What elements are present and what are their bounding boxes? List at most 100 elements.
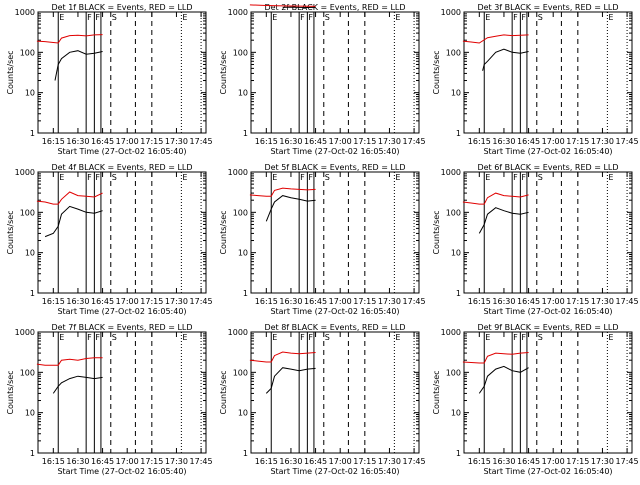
y-tick-label: 10 (451, 249, 461, 258)
interval-marker-label: F (300, 173, 305, 182)
x-tick-label: 17:00 (329, 297, 352, 306)
x-axis-title: Start Time (27-Oct-02 16:05:40) (270, 147, 399, 156)
x-tick-label: 17:30 (591, 137, 614, 146)
x-tick-label: 17:45 (616, 457, 639, 466)
x-tick-label: 17:15 (353, 457, 376, 466)
y-axis-title: Counts/sec (219, 50, 228, 94)
interval-marker-label: E (59, 173, 64, 182)
y-tick-label: 10 (238, 409, 248, 418)
x-tick-label: 17:15 (566, 297, 589, 306)
chart-title: Det 6f BLACK = Events, RED = LLD (477, 163, 618, 172)
y-tick-label: 10 (238, 89, 248, 98)
x-tick-label: 17:00 (116, 297, 139, 306)
y-tick-label: 100 (446, 48, 461, 57)
x-tick-label: 17:15 (566, 137, 589, 146)
y-tick-label: 100 (233, 48, 248, 57)
x-tick-label: 16:15 (255, 297, 278, 306)
x-tick-label: 16:15 (468, 137, 491, 146)
x-axis-title: Start Time (27-Oct-02 16:05:40) (270, 307, 399, 316)
y-tick-label: 10 (451, 89, 461, 98)
x-axis-title: Start Time (27-Oct-02 16:05:40) (57, 467, 186, 476)
y-tick-label: 1000 (441, 328, 461, 337)
x-tick-label: 16:15 (468, 457, 491, 466)
interval-marker-label: F (521, 13, 526, 22)
chart-title: Det 8f BLACK = Events, RED = LLD (264, 323, 405, 332)
x-tick-label: 16:15 (468, 297, 491, 306)
y-tick-label: 10 (238, 249, 248, 258)
y-tick-label: 10 (25, 249, 35, 258)
chart-title: Det 7f BLACK = Events, RED = LLD (51, 323, 192, 332)
y-tick-label: 100 (20, 48, 35, 57)
x-tick-label: 17:15 (140, 457, 163, 466)
x-tick-label: 17:30 (165, 137, 188, 146)
events-series-line (479, 366, 528, 393)
y-tick-label: 1 (30, 129, 35, 138)
events-series-line (53, 376, 102, 393)
x-tick-label: 17:00 (542, 457, 565, 466)
x-tick-label: 16:30 (66, 137, 89, 146)
interval-marker-label: F (95, 13, 100, 22)
x-tick-label: 16:15 (42, 457, 65, 466)
y-tick-label: 1 (30, 449, 35, 458)
events-series-line (266, 368, 315, 394)
x-tick-label: 16:30 (492, 137, 515, 146)
x-tick-label: 16:30 (66, 457, 89, 466)
interval-marker-label: E (608, 173, 613, 182)
plot-frame (38, 172, 206, 293)
x-tick-label: 17:00 (116, 137, 139, 146)
lld-series-line (463, 353, 529, 364)
y-axis-title: Counts/sec (6, 370, 15, 414)
x-tick-label: 17:15 (140, 297, 163, 306)
x-tick-label: 17:45 (403, 297, 426, 306)
y-tick-label: 1000 (15, 328, 35, 337)
interval-marker-label: F (513, 333, 518, 342)
x-tick-label: 17:00 (329, 457, 352, 466)
y-tick-label: 100 (233, 368, 248, 377)
interval-marker-label: E (485, 333, 490, 342)
x-tick-label: 16:15 (42, 137, 65, 146)
x-tick-label: 17:45 (190, 457, 213, 466)
chart-title: Det 3f BLACK = Events, RED = LLD (477, 3, 618, 12)
y-tick-label: 1000 (441, 168, 461, 177)
y-tick-label: 1000 (228, 8, 248, 17)
x-tick-label: 16:15 (255, 457, 278, 466)
x-tick-label: 17:00 (116, 457, 139, 466)
chart-title: Det 4f BLACK = Events, RED = LLD (51, 163, 192, 172)
x-tick-label: 17:30 (378, 457, 401, 466)
plot-frame (464, 172, 632, 293)
lld-series-line (463, 193, 529, 204)
x-tick-label: 17:30 (165, 457, 188, 466)
y-axis-title: Counts/sec (219, 370, 228, 414)
interval-marker-label: F (87, 173, 92, 182)
y-axis-title: Counts/sec (432, 370, 441, 414)
y-tick-label: 100 (233, 208, 248, 217)
x-tick-label: 17:45 (616, 137, 639, 146)
y-axis-title: Counts/sec (219, 210, 228, 254)
interval-marker-label: E (272, 13, 277, 22)
x-tick-label: 17:45 (190, 137, 213, 146)
interval-marker-label: F (513, 13, 518, 22)
x-axis-title: Start Time (27-Oct-02 16:05:40) (270, 467, 399, 476)
interval-marker-label: F (308, 333, 313, 342)
y-tick-label: 1 (243, 449, 248, 458)
x-axis-title: Start Time (27-Oct-02 16:05:40) (483, 307, 612, 316)
interval-marker-label: E (272, 333, 277, 342)
interval-marker-label: E (485, 13, 490, 22)
y-tick-label: 10 (25, 89, 35, 98)
x-tick-label: 16:15 (255, 137, 278, 146)
interval-marker-label: E (395, 173, 400, 182)
y-tick-label: 1000 (228, 328, 248, 337)
events-series-line (483, 49, 529, 71)
events-series-line (55, 51, 103, 81)
x-tick-label: 17:00 (542, 137, 565, 146)
lld-series-line (463, 35, 529, 43)
x-tick-label: 16:30 (279, 457, 302, 466)
events-series-line (479, 208, 528, 234)
interval-marker-label: F (308, 173, 313, 182)
y-tick-label: 1000 (15, 8, 35, 17)
x-tick-label: 17:30 (378, 137, 401, 146)
y-tick-label: 1 (456, 449, 461, 458)
x-tick-label: 16:45 (517, 457, 540, 466)
